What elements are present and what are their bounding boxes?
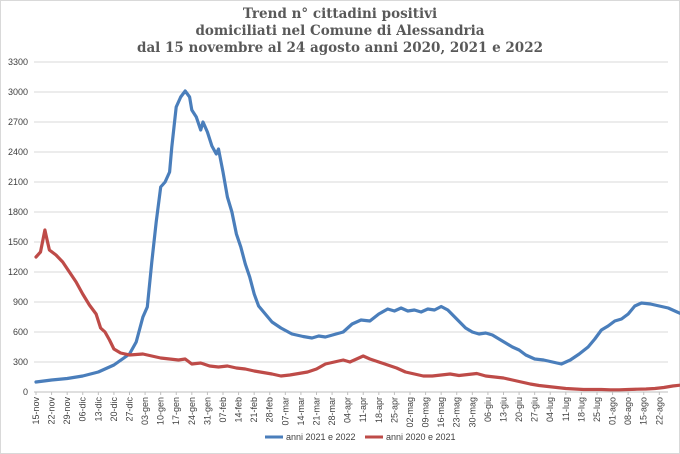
y-tick-label: 0 xyxy=(23,387,28,397)
y-tick-label: 2400 xyxy=(8,147,28,157)
x-tick-label: 28-mar xyxy=(327,397,337,426)
x-tick-label: 01-ago xyxy=(608,397,618,425)
x-tick-label: 07-feb xyxy=(218,397,228,423)
x-tick-label: 18-apr xyxy=(374,397,384,423)
x-tick-label: 16-mag xyxy=(436,397,446,428)
y-tick-label: 2100 xyxy=(8,177,28,187)
x-tick-label: 31-gen xyxy=(202,397,212,425)
y-tick-label: 300 xyxy=(13,357,28,367)
x-tick-label: 13-dic xyxy=(93,397,103,422)
x-tick-label: 25-apr xyxy=(389,397,399,423)
x-tick-label: 24-gen xyxy=(187,397,197,425)
x-tick-label: 21-mar xyxy=(311,397,321,426)
x-tick-label: 09-mag xyxy=(421,397,431,428)
series-lines xyxy=(34,89,680,392)
legend: anni 2021 e 2022 anni 2020 e 2021 xyxy=(265,432,456,442)
x-tick-label: 27-dic xyxy=(124,397,134,422)
legend-label-1: anni 2021 e 2022 xyxy=(286,432,356,442)
chart-title: Trend n° cittadini positivi domiciliati … xyxy=(0,6,680,57)
x-tick-label: 20-giu xyxy=(514,397,524,422)
y-tick-label: 2700 xyxy=(8,117,28,127)
x-tick-label: 07-mar xyxy=(280,397,290,426)
grid-lines xyxy=(34,61,668,393)
x-tick-label: 02-mag xyxy=(405,397,415,428)
y-tick-label: 600 xyxy=(13,327,28,337)
x-tick-label: 22-nov xyxy=(47,397,57,425)
x-tick-label: 22-ago xyxy=(654,397,664,425)
chart-title-line-3: dal 15 novembre al 24 agosto anni 2020, … xyxy=(137,40,543,56)
x-tick-label: 14-mar xyxy=(296,397,306,426)
x-tick-label: 23-mag xyxy=(452,397,462,428)
x-tick-label: 08-ago xyxy=(623,397,633,425)
x-tick-label: 30-mag xyxy=(467,397,477,428)
x-tick-label: 11-lug xyxy=(561,397,571,421)
x-tick-label: 25-lug xyxy=(592,397,602,422)
series-line-2 xyxy=(34,228,680,392)
x-tick-label: 15-nov xyxy=(31,397,41,425)
x-tick-label: 14-feb xyxy=(234,397,244,423)
x-tick-label: 29-nov xyxy=(62,397,72,425)
y-tick-label: 3300 xyxy=(8,57,28,67)
x-tick-label: 17-gen xyxy=(171,397,181,425)
x-tick-label: 27-giu xyxy=(530,397,540,422)
y-tick-label: 1500 xyxy=(8,237,28,247)
x-tick-label: 04-lug xyxy=(545,397,555,422)
x-tick-label: 21-feb xyxy=(249,397,259,423)
y-tick-label: 1200 xyxy=(8,267,28,277)
x-tick-label: 15-ago xyxy=(639,397,649,425)
x-tick-label: 03-gen xyxy=(140,397,150,425)
series-line-1 xyxy=(34,89,680,384)
x-axis-labels: 15-nov 22-nov 29-nov 06-dic 13-dic 20-dic 27-d… xyxy=(31,392,664,428)
y-axis-labels: 0 300 600 900 1200 1500 1800 2100 2400 2700 3000 33… xyxy=(8,57,28,397)
y-tick-label: 900 xyxy=(13,297,28,307)
x-tick-label: 18-lug xyxy=(576,397,586,422)
y-tick-label: 1800 xyxy=(8,207,28,217)
x-tick-label: 13-giu xyxy=(498,397,508,422)
chart-title-line-2: domiciliati nel Comune di Alessandria xyxy=(195,23,485,39)
x-tick-label: 11-apr xyxy=(358,397,368,422)
y-tick-label: 3000 xyxy=(8,87,28,97)
chart-title-line-1: Trend n° cittadini positivi xyxy=(242,6,438,22)
x-tick-label: 20-dic xyxy=(109,397,119,422)
legend-label-2: anni 2020 e 2021 xyxy=(386,432,456,442)
x-tick-label: 06-giu xyxy=(483,397,493,422)
x-tick-label: 28-feb xyxy=(265,397,275,423)
x-tick-label: 06-dic xyxy=(78,397,88,422)
x-tick-label: 10-gen xyxy=(156,397,166,425)
x-tick-label: 04-apr xyxy=(343,397,353,423)
